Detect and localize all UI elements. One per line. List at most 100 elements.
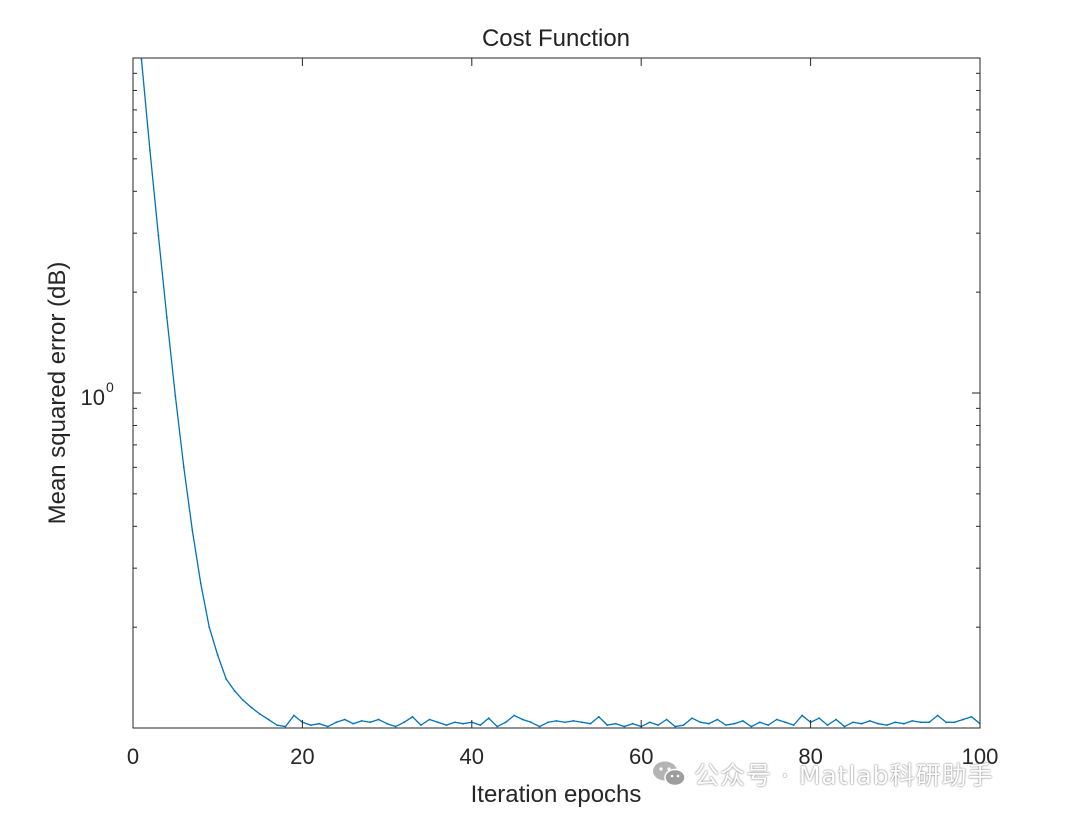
data-point [581,721,583,724]
data-point [928,721,931,724]
data-point [233,690,236,692]
data-point [919,721,922,724]
data-point [572,720,575,722]
data-point [437,721,439,724]
data-point [648,721,651,724]
x-tick-label: 20 [290,744,314,769]
data-point [377,718,380,721]
data-point [165,316,168,319]
data-point [250,706,253,709]
data-point [953,721,956,724]
data-point [547,721,549,724]
data-point [216,654,219,657]
data-point [589,722,592,725]
data-point [826,724,829,727]
x-tick-label: 100 [962,744,999,769]
data-point [453,721,456,724]
y-tick-exponent: 0 [106,379,114,395]
data-point [741,720,744,722]
data-point [750,725,753,728]
data-point [614,722,617,725]
data-point [326,725,329,728]
data-point [674,725,676,728]
data-point [360,720,363,722]
data-point [369,721,372,724]
data-point [487,717,490,720]
data-point [597,715,600,718]
plot-layer [140,58,980,728]
data-point [428,718,431,721]
data-point [276,724,278,727]
data-point [521,718,524,721]
y-tick-label: 10 [81,385,105,410]
data-point [885,724,888,727]
data-point [420,724,422,727]
data-point [801,714,804,717]
data-point [191,529,194,531]
watermark: 公众号 · Matlab科研助手 [652,756,994,792]
data-point [445,724,448,727]
data-point [208,626,211,629]
data-point [293,714,295,717]
data-point [149,149,151,152]
data-point [496,725,499,728]
data-point [657,724,660,727]
watermark-text: 公众号 · Matlab科研助手 [694,761,994,790]
y-axis-label: Mean squared error (dB) [44,262,71,525]
data-point [775,718,778,721]
data-point [665,718,668,721]
data-point [733,722,736,725]
data-point [564,721,566,724]
x-tick-label: 40 [460,744,484,769]
data-point [860,722,863,725]
data-point [868,720,871,722]
data-point [843,725,846,728]
data-point [530,721,532,724]
data-point [538,725,541,728]
data-point [835,718,837,721]
data-point [936,714,939,717]
data-point [225,678,228,680]
data-point [513,714,516,717]
data-point [267,718,270,721]
data-point [716,718,719,721]
data-point [394,725,397,728]
x-tick-label: 60 [629,744,653,769]
data-point [411,715,414,718]
data-point [555,720,558,722]
data-point [242,699,245,702]
data-point [182,466,185,469]
data-point [140,58,143,61]
data-point [852,721,854,724]
data-point [902,722,905,725]
data-point [970,715,973,718]
x-tick-label: 0 [127,744,139,769]
data-point [479,724,482,727]
data-point [682,724,685,727]
data-point [309,724,312,727]
data-point [945,721,948,724]
series-line [140,59,980,728]
data-point [606,724,609,727]
data-point [259,713,261,716]
data-point [818,717,820,720]
data-point [157,234,160,237]
data-point [335,721,338,724]
data-point [877,722,880,725]
data-point [784,721,787,724]
data-point [386,722,388,725]
data-point [318,722,321,725]
data-point [343,718,346,721]
data-point [911,720,914,722]
wechat-icon [653,761,686,787]
data-point [174,395,177,397]
data-point [403,721,405,724]
chart-title: Cost Function [482,25,630,52]
data-point [199,582,202,585]
data-point [631,722,634,725]
data-point [691,717,693,720]
x-tick-label: 80 [798,744,822,769]
data-point [462,722,465,725]
plot-area [133,58,980,728]
